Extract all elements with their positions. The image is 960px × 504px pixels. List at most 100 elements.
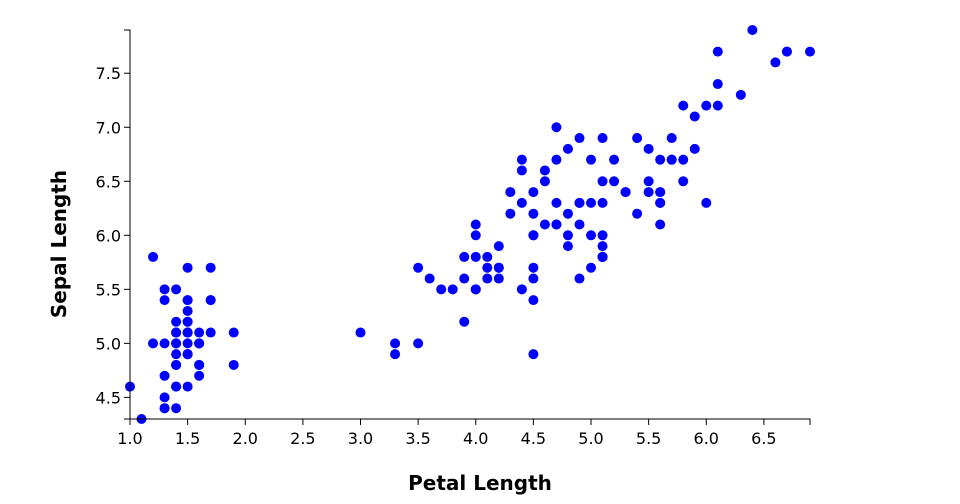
data-point — [597, 230, 608, 241]
data-point — [655, 219, 666, 230]
data-point — [194, 338, 205, 349]
y-tick-label: 6.0 — [96, 226, 121, 245]
data-point — [194, 370, 205, 381]
data-point — [528, 187, 539, 198]
data-point — [655, 197, 666, 208]
data-point — [516, 197, 527, 208]
data-point — [528, 230, 539, 241]
data-point — [551, 219, 562, 230]
data-point — [505, 187, 516, 198]
data-point — [482, 251, 493, 262]
data-point — [528, 208, 539, 219]
data-point — [159, 392, 170, 403]
y-tick-label: 6.5 — [96, 172, 121, 191]
x-tick-label: 1.0 — [117, 429, 142, 448]
data-point — [148, 338, 159, 349]
y-tick-label: 4.5 — [96, 388, 121, 407]
data-point — [516, 165, 527, 176]
data-point — [678, 100, 689, 111]
data-point — [586, 197, 597, 208]
data-point — [551, 122, 562, 133]
data-point — [735, 89, 746, 100]
data-point — [609, 154, 620, 165]
data-point — [205, 327, 216, 338]
y-tick-label: 7.5 — [96, 64, 121, 83]
data-point — [689, 111, 700, 122]
data-point — [643, 143, 654, 154]
data-point — [701, 100, 712, 111]
data-point — [194, 359, 205, 370]
data-point — [539, 219, 550, 230]
data-point — [171, 359, 182, 370]
data-point — [424, 273, 435, 284]
data-point — [390, 349, 401, 360]
data-point — [655, 154, 666, 165]
data-point — [586, 230, 597, 241]
data-point — [171, 403, 182, 414]
data-point — [182, 338, 193, 349]
x-tick-label: 4.0 — [463, 429, 488, 448]
data-point — [528, 262, 539, 273]
data-point — [205, 262, 216, 273]
x-tick-label: 5.5 — [636, 429, 661, 448]
data-point — [459, 273, 470, 284]
data-point — [182, 316, 193, 327]
x-tick-label: 6.0 — [694, 429, 719, 448]
data-point — [678, 154, 689, 165]
data-point — [528, 295, 539, 306]
data-point — [171, 381, 182, 392]
data-point — [390, 338, 401, 349]
data-point — [413, 338, 424, 349]
data-point — [148, 251, 159, 262]
data-point — [159, 284, 170, 295]
data-point — [171, 338, 182, 349]
data-point — [620, 187, 631, 198]
data-point — [597, 241, 608, 252]
x-tick-label: 5.0 — [578, 429, 603, 448]
data-point — [470, 251, 481, 262]
data-point — [562, 230, 573, 241]
data-point — [666, 154, 677, 165]
data-point — [805, 46, 815, 57]
x-tick-label: 3.5 — [405, 429, 430, 448]
data-point — [470, 219, 481, 230]
data-point — [655, 187, 666, 198]
data-point — [459, 251, 470, 262]
data-point — [770, 57, 781, 68]
points-layer — [125, 25, 815, 424]
data-point — [159, 295, 170, 306]
data-point — [574, 219, 585, 230]
data-point — [493, 273, 504, 284]
data-point — [459, 316, 470, 327]
data-point — [159, 338, 170, 349]
data-point — [182, 295, 193, 306]
data-point — [678, 176, 689, 187]
x-tick-label: 3.0 — [348, 429, 373, 448]
data-point — [516, 154, 527, 165]
data-point — [171, 284, 182, 295]
data-point — [712, 46, 723, 57]
data-point — [632, 208, 643, 219]
data-point — [182, 305, 193, 316]
data-point — [574, 197, 585, 208]
x-tick-label: 6.5 — [751, 429, 776, 448]
data-point — [482, 273, 493, 284]
data-point — [643, 187, 654, 198]
data-point — [528, 349, 539, 360]
data-point — [436, 284, 447, 295]
data-point — [597, 197, 608, 208]
y-tick-label: 7.0 — [96, 118, 121, 137]
data-point — [712, 79, 723, 90]
data-point — [228, 327, 239, 338]
data-point — [562, 143, 573, 154]
data-point — [551, 197, 562, 208]
data-point — [182, 262, 193, 273]
x-axis-label: Petal Length — [408, 471, 552, 495]
data-point — [712, 100, 723, 111]
data-point — [539, 165, 550, 176]
data-point — [609, 176, 620, 187]
x-tick-label: 2.5 — [290, 429, 315, 448]
data-point — [574, 273, 585, 284]
data-point — [781, 46, 792, 57]
